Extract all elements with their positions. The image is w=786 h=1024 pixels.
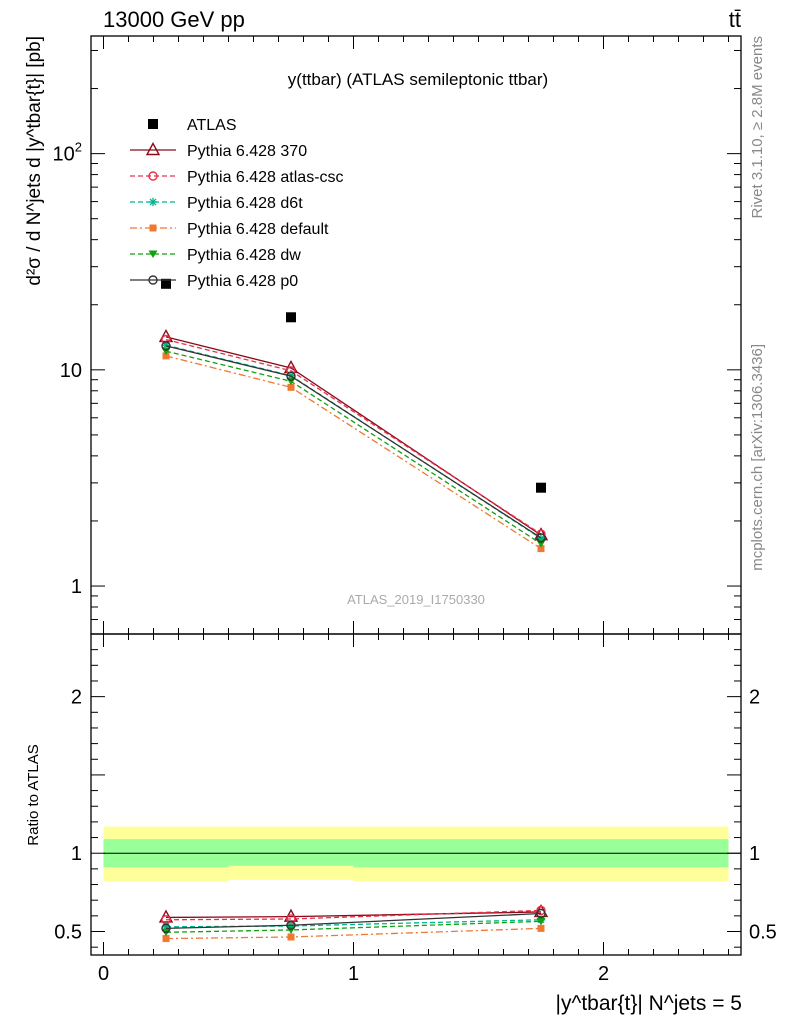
ratio-panel-axes: 0.5 0.5 1 1 2 2 0 1 2 <box>54 633 777 985</box>
ratio-series-line-4 <box>165 920 542 933</box>
legend-label-atlas: ATLAS <box>187 117 237 134</box>
ratio-panel-frame <box>90 633 742 956</box>
mcplots-label: mcplots.cern.ch [arXiv:1306.3436] <box>749 344 766 571</box>
ratio-series-5-point-2 <box>536 908 546 919</box>
main-plot-title: y(ttbar) (ATLAS semileptonic ttbar) <box>288 70 548 89</box>
main-series-lines <box>158 278 549 553</box>
ratio-series-3-point-1 <box>287 933 295 941</box>
legend-marker-0 <box>145 142 161 156</box>
main-series-4-point-2 <box>536 540 546 548</box>
main-series-5-point-0 <box>161 341 171 351</box>
legend-label-0: Pythia 6.428 370 <box>187 143 307 160</box>
header-process-label: tt̄ <box>729 7 741 32</box>
legend-marker-4 <box>148 250 158 258</box>
main-series-line-3 <box>165 355 542 550</box>
ratio-band-inner-1 <box>228 839 354 866</box>
legend-label-3: Pythia 6.428 default <box>187 221 329 238</box>
ratio-y-tick-label-0: 0.5 <box>54 922 82 944</box>
legend-label-1: Pythia 6.428 atlas-csc <box>187 169 344 186</box>
ratio-series-3-point-0 <box>162 935 170 943</box>
legend-marker-1 <box>148 171 158 181</box>
main-series-line-2 <box>165 344 542 539</box>
main-series-line-1 <box>165 338 542 535</box>
atlas-data-point-1 <box>286 312 296 323</box>
ratio-y-tick-label-1: 1 <box>71 843 82 865</box>
main-y-axis-label: d²σ / d N^jets d |y^tbar{t}| [pb] <box>24 36 45 286</box>
ratio-series-lines <box>158 903 549 943</box>
ratio-series-line-5 <box>165 912 542 930</box>
rivet-version-label: Rivet 3.1.10, ≥ 2.8M events <box>749 36 766 219</box>
legend-marker-5 <box>148 275 158 285</box>
main-panel-axes: 1 10 102 <box>53 35 742 635</box>
atlas-data-point-0 <box>161 278 171 289</box>
legend-label-5: Pythia 6.428 p0 <box>187 273 298 290</box>
main-y-tick-label-0: 1 <box>71 576 82 598</box>
ratio-series-line-3 <box>165 927 542 940</box>
legend-marker-3 <box>149 224 157 232</box>
header-collision-label: 13000 GeV pp <box>103 7 245 32</box>
ratio-series-4-point-2 <box>536 917 546 926</box>
main-y-tick-label-1: 10 <box>60 360 82 382</box>
main-series-3-point-2 <box>537 545 545 553</box>
main-y-tick-label-2: 102 <box>53 140 82 166</box>
main-series-5-point-2 <box>536 533 546 543</box>
x-tick-label-0: 0 <box>98 963 109 985</box>
ratio-y-tick-label-right-1: 1 <box>749 843 760 865</box>
ratio-series-line-2 <box>165 919 542 928</box>
atlas-data-point-2 <box>536 482 546 493</box>
legend-marker-2 <box>148 197 158 207</box>
x-axis-label: |y^tbar{t}| N^jets = 5 <box>556 992 742 1015</box>
main-series-line-0 <box>165 336 542 536</box>
main-series-3-point-1 <box>287 383 295 391</box>
analysis-watermark: ATLAS_2019_I1750330 <box>347 592 485 607</box>
ratio-y-tick-label-right-2: 2 <box>749 687 760 709</box>
x-tick-label-1: 1 <box>348 963 359 985</box>
legend-atlas-marker <box>148 119 158 129</box>
legend: ATLAS Pythia 6.428 370 Pythia 6.428 atlas-… <box>130 117 344 290</box>
legend-label-4: Pythia 6.428 dw <box>187 247 301 264</box>
ratio-series-5-point-1 <box>286 920 296 930</box>
x-tick-label-2: 2 <box>598 963 609 985</box>
main-series-line-4 <box>165 350 542 545</box>
ratio-series-3-point-2 <box>537 924 545 932</box>
main-series-3-point-0 <box>162 352 170 360</box>
ratio-uncertainty-bands <box>103 826 741 882</box>
ratio-y-axis-label: Ratio to ATLAS <box>25 744 42 845</box>
legend-label-2: Pythia 6.428 d6t <box>187 195 303 212</box>
ratio-series-line-1 <box>165 909 542 921</box>
main-series-5-point-1 <box>286 371 296 381</box>
ratio-series-5-point-0 <box>161 923 171 934</box>
ratio-y-tick-label-right-0: 0.5 <box>749 922 777 944</box>
main-series-line-5 <box>165 345 542 539</box>
ratio-series-1-point-2 <box>536 905 546 916</box>
ratio-y-tick-label-2: 2 <box>71 687 82 709</box>
